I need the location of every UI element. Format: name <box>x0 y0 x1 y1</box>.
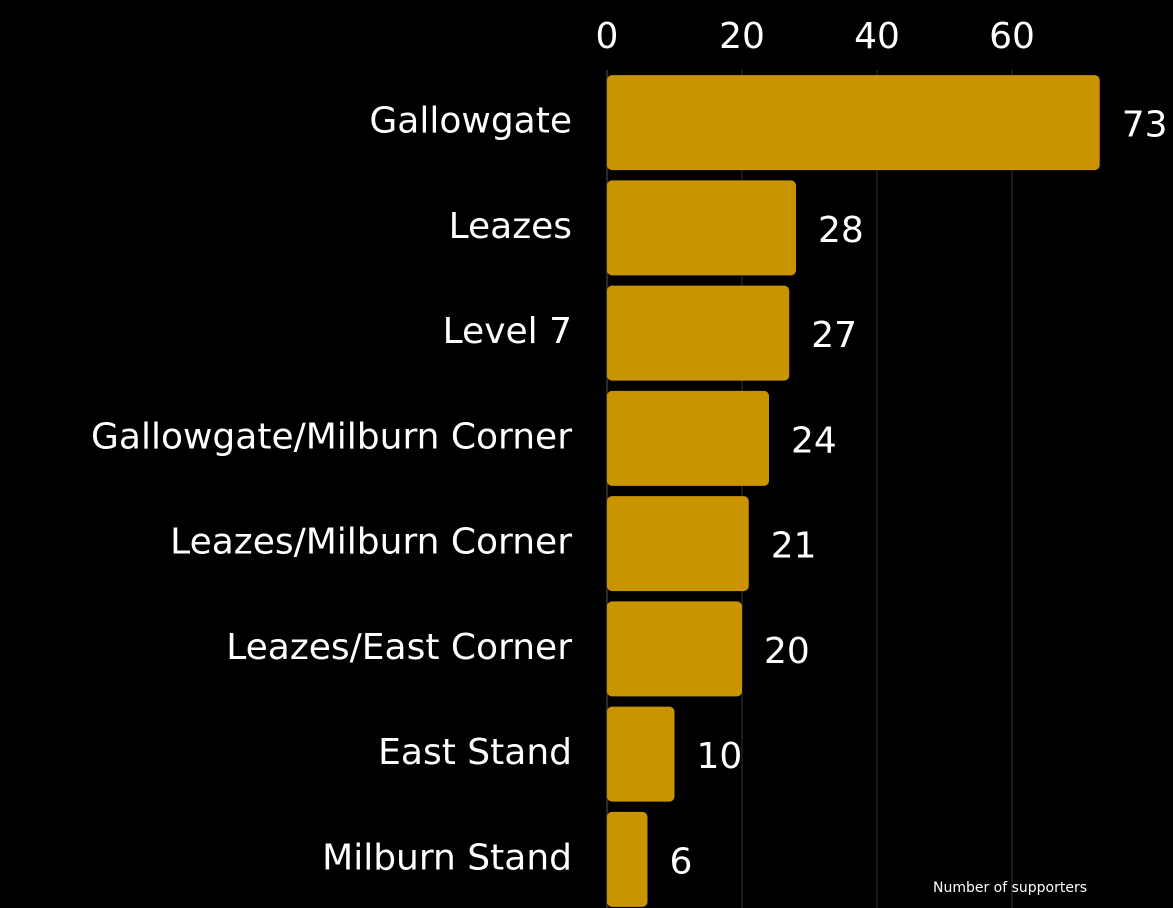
y-tick-label: Leazes/East Corner <box>226 627 572 668</box>
value-label: 21 <box>771 526 817 567</box>
y-tick-label: Leazes <box>449 206 572 247</box>
x-tick-label: 0 <box>596 16 619 57</box>
bar <box>607 601 742 697</box>
bar <box>607 75 1100 171</box>
bar <box>607 285 790 381</box>
bar <box>607 496 749 592</box>
value-label: 27 <box>811 315 857 356</box>
bar <box>607 706 675 802</box>
x-tick-label: 40 <box>854 16 900 57</box>
value-label: 20 <box>764 631 810 672</box>
bar <box>607 180 796 276</box>
y-tick-label: East Stand <box>378 732 572 773</box>
value-label: 24 <box>791 420 837 461</box>
y-tick-label: Leazes/Milburn Corner <box>170 522 572 563</box>
bar <box>607 811 648 907</box>
value-label: 6 <box>670 841 693 882</box>
y-tick-label: Level 7 <box>443 311 572 352</box>
x-tick-label: 60 <box>989 16 1035 57</box>
bar <box>607 390 769 486</box>
value-label: 73 <box>1122 105 1168 146</box>
y-tick-label: Milburn Stand <box>322 837 572 878</box>
x-axis-label: Number of supporters <box>933 880 1087 896</box>
y-tick-label: Gallowgate <box>369 101 572 142</box>
x-tick-label: 20 <box>719 16 765 57</box>
value-label: 28 <box>818 210 864 251</box>
y-tick-label: Gallowgate/Milburn Corner <box>91 416 572 457</box>
value-label: 10 <box>697 736 743 777</box>
